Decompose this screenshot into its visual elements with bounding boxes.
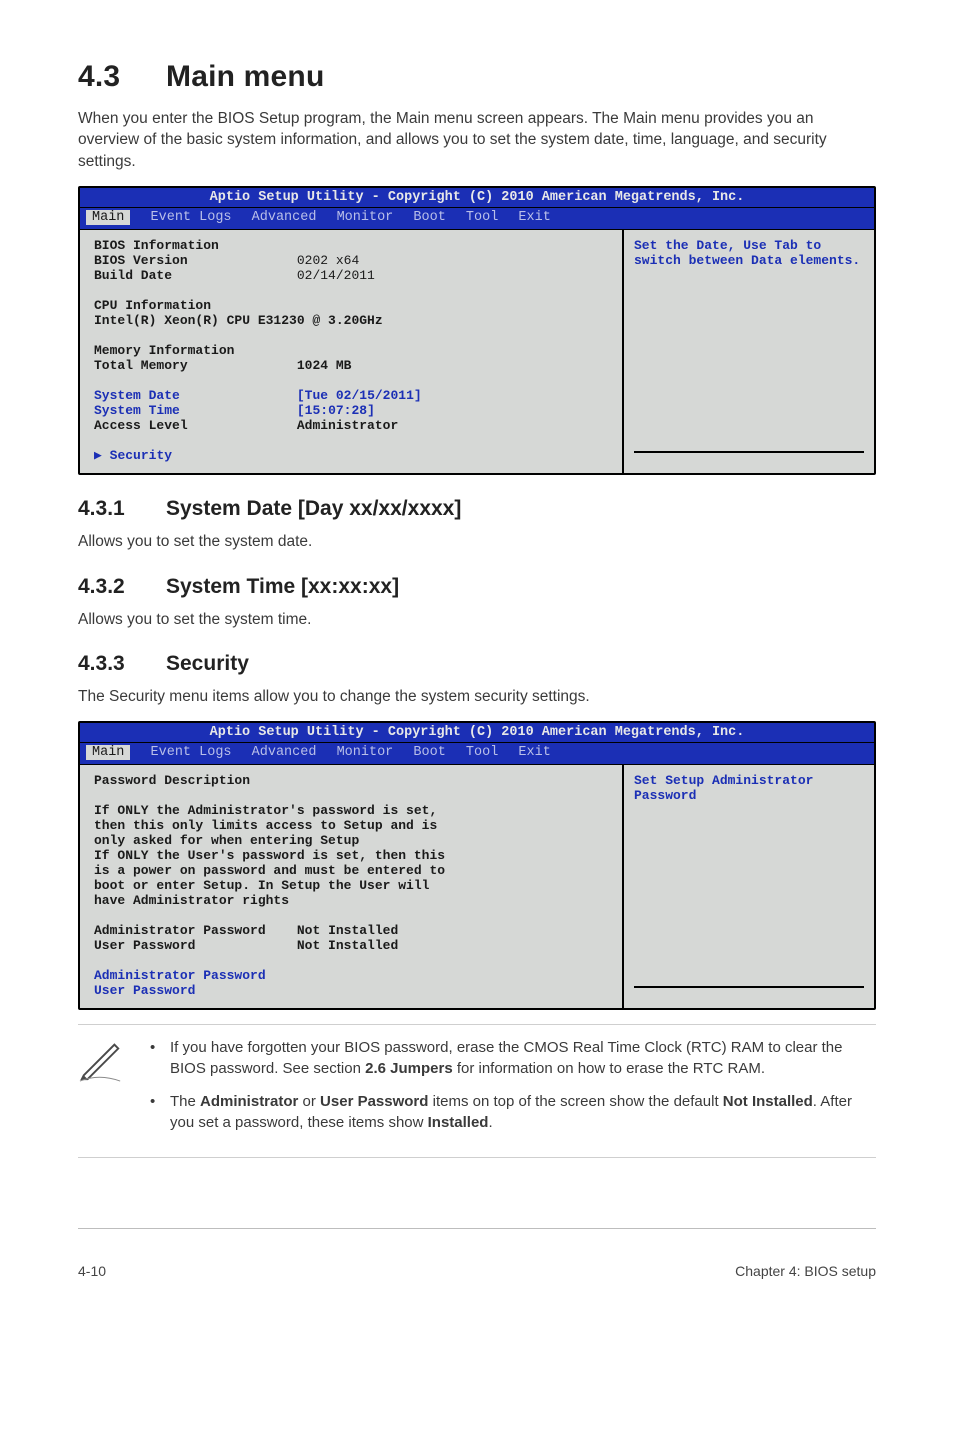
menu2-event-logs[interactable]: Event Logs bbox=[151, 745, 232, 760]
sub-body-432: Allows you to set the system time. bbox=[78, 609, 876, 630]
sub-title-433: Security bbox=[166, 652, 249, 675]
footer-page-number: 4-10 bbox=[78, 1263, 106, 1279]
desc-l3: only asked for when entering Setup bbox=[94, 833, 359, 848]
bios-version-value: 0202 x64 bbox=[297, 253, 359, 268]
page-title: 4.3Main menu bbox=[78, 60, 876, 94]
bios2-help-pane: Set Setup Administrator Password bbox=[624, 765, 874, 1008]
menu2-advanced[interactable]: Advanced bbox=[252, 745, 317, 760]
menu-exit[interactable]: Exit bbox=[518, 210, 550, 225]
note-item-2: The Administrator or User Password items… bbox=[160, 1091, 876, 1133]
admin-pw-item[interactable]: Administrator Password bbox=[94, 968, 266, 983]
section-number: 4.3 bbox=[78, 60, 166, 94]
cpu-line: Intel(R) Xeon(R) CPU E31230 @ 3.20GHz bbox=[94, 313, 383, 328]
build-date-label: Build Date bbox=[94, 268, 172, 283]
note2-h: Installed bbox=[428, 1114, 489, 1131]
bios-panel-main: Aptio Setup Utility - Copyright (C) 2010… bbox=[78, 186, 876, 475]
note1-c: for information on how to erase the RTC … bbox=[453, 1060, 765, 1077]
menu2-tool[interactable]: Tool bbox=[466, 745, 498, 760]
subsection-431: 4.3.1System Date [Day xx/xx/xxxx] bbox=[78, 497, 876, 521]
sub-num-433: 4.3.3 bbox=[78, 652, 166, 676]
note2-d: User Password bbox=[320, 1093, 428, 1110]
menu2-boot[interactable]: Boot bbox=[413, 745, 445, 760]
note1-b: 2.6 Jumpers bbox=[365, 1060, 453, 1077]
access-value: Administrator bbox=[297, 418, 398, 433]
footer-chapter: Chapter 4: BIOS setup bbox=[735, 1263, 876, 1279]
sub-body-433: The Security menu items allow you to cha… bbox=[78, 686, 876, 707]
menu2-monitor[interactable]: Monitor bbox=[337, 745, 394, 760]
section-title-text: Main menu bbox=[166, 60, 324, 93]
menu-main[interactable]: Main bbox=[86, 210, 130, 225]
user-pw-item[interactable]: User Password bbox=[94, 983, 195, 998]
note2-a: The bbox=[170, 1093, 200, 1110]
bios2-header: Aptio Setup Utility - Copyright (C) 2010… bbox=[80, 723, 874, 743]
note2-b: Administrator bbox=[200, 1093, 298, 1110]
note-item-1: If you have forgotten your BIOS password… bbox=[160, 1037, 876, 1079]
subsection-432: 4.3.2System Time [xx:xx:xx] bbox=[78, 575, 876, 599]
bios-info-label: BIOS Information bbox=[94, 238, 219, 253]
bios-help-pane: Set the Date, Use Tab to switch between … bbox=[624, 230, 874, 473]
bios2-left-pane: Password Description If ONLY the Adminis… bbox=[80, 765, 624, 1008]
menu-advanced[interactable]: Advanced bbox=[252, 210, 317, 225]
section-intro: When you enter the BIOS Setup program, t… bbox=[78, 108, 876, 172]
user-pw-value: Not Installed bbox=[297, 938, 398, 953]
menu2-exit[interactable]: Exit bbox=[518, 745, 550, 760]
sub-title-431: System Date [Day xx/xx/xxxx] bbox=[166, 497, 461, 520]
pencil-note-icon bbox=[78, 1037, 124, 1088]
admin-pw-value: Not Installed bbox=[297, 923, 398, 938]
note2-c: or bbox=[298, 1093, 320, 1110]
bios-help-text: Set the Date, Use Tab to switch between … bbox=[634, 238, 864, 268]
build-date-value: 02/14/2011 bbox=[297, 268, 375, 283]
note-text: If you have forgotten your BIOS password… bbox=[142, 1037, 876, 1145]
sys-date-label[interactable]: System Date bbox=[94, 388, 180, 403]
sys-time-value[interactable]: [15:07:28] bbox=[297, 403, 375, 418]
desc-l2: then this only limits access to Setup an… bbox=[94, 818, 437, 833]
mem-info-label: Memory Information bbox=[94, 343, 234, 358]
sub-num-431: 4.3.1 bbox=[78, 497, 166, 521]
pd-label: Password Description bbox=[94, 773, 250, 788]
sys-time-label[interactable]: System Time bbox=[94, 403, 180, 418]
bios-panel-security: Aptio Setup Utility - Copyright (C) 2010… bbox=[78, 721, 876, 1010]
desc-l7: have Administrator rights bbox=[94, 893, 289, 908]
subsection-433: 4.3.3Security bbox=[78, 652, 876, 676]
menu-event-logs[interactable]: Event Logs bbox=[151, 210, 232, 225]
chevron-right-icon: ▶ bbox=[94, 448, 110, 463]
note2-i: . bbox=[488, 1114, 492, 1131]
menu-monitor[interactable]: Monitor bbox=[337, 210, 394, 225]
bios2-menubar: Main Event Logs Advanced Monitor Boot To… bbox=[80, 743, 874, 765]
cpu-info-label: CPU Information bbox=[94, 298, 211, 313]
bios2-help-text: Set Setup Administrator Password bbox=[634, 773, 864, 803]
menu-tool[interactable]: Tool bbox=[466, 210, 498, 225]
desc-l5: is a power on password and must be enter… bbox=[94, 863, 445, 878]
menu2-main[interactable]: Main bbox=[86, 745, 130, 760]
sub-body-431: Allows you to set the system date. bbox=[78, 531, 876, 552]
menu-boot[interactable]: Boot bbox=[413, 210, 445, 225]
bios-header: Aptio Setup Utility - Copyright (C) 2010… bbox=[80, 188, 874, 208]
sub-title-432: System Time [xx:xx:xx] bbox=[166, 575, 399, 598]
help-divider bbox=[634, 451, 864, 465]
sys-date-value[interactable]: [Tue 02/15/2011] bbox=[297, 388, 422, 403]
note-block: If you have forgotten your BIOS password… bbox=[78, 1024, 876, 1158]
desc-l4: If ONLY the User's password is set, then… bbox=[94, 848, 445, 863]
sub-num-432: 4.3.2 bbox=[78, 575, 166, 599]
desc-l1: If ONLY the Administrator's password is … bbox=[94, 803, 437, 818]
user-pw-label: User Password bbox=[94, 938, 195, 953]
access-label: Access Level bbox=[94, 418, 188, 433]
desc-l6: boot or enter Setup. In Setup the User w… bbox=[94, 878, 429, 893]
bios-version-label: BIOS Version bbox=[94, 253, 188, 268]
security-item[interactable]: Security bbox=[110, 448, 172, 463]
admin-pw-label: Administrator Password bbox=[94, 923, 266, 938]
note2-e: items on top of the screen show the defa… bbox=[428, 1093, 722, 1110]
bios-left-pane: BIOS Information BIOS Version 0202 x64 B… bbox=[80, 230, 624, 473]
total-mem-label: Total Memory bbox=[94, 358, 188, 373]
note2-f: Not Installed bbox=[723, 1093, 813, 1110]
total-mem-value: 1024 MB bbox=[297, 358, 352, 373]
help2-divider bbox=[634, 986, 864, 1000]
page-footer: 4-10 Chapter 4: BIOS setup bbox=[0, 1229, 954, 1305]
bios-menubar: Main Event Logs Advanced Monitor Boot To… bbox=[80, 208, 874, 230]
